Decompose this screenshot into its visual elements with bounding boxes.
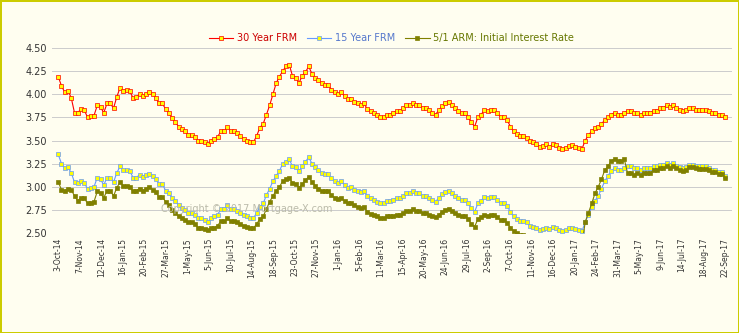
15 Year FRM (64, 166, 72, 169)
15 Year FRM (311, 166, 320, 169)
5/1 ARM: Initial Interest Rate: (155, 2.38): Initial Interest Rate: (155, 2.38) (558, 242, 567, 246)
15 Year FRM (242, 214, 251, 218)
30 Year FRM (675, 108, 684, 112)
5/1 ARM: Initial Interest Rate: (191, 3.18): Initial Interest Rate: (191, 3.18) (675, 168, 684, 172)
5/1 ARM: Initial Interest Rate: (58, 2.57): Initial Interest Rate: (58, 2.57) (242, 225, 251, 229)
30 Year FRM (242, 139, 251, 143)
Line: 30 Year FRM: 30 Year FRM (56, 63, 727, 151)
30 Year FRM (285, 63, 293, 67)
15 Year FRM (721, 174, 729, 178)
5/1 ARM: Initial Interest Rate: (33, 2.84): Initial Interest Rate: (33, 2.84) (161, 199, 170, 203)
5/1 ARM: Initial Interest Rate: (0, 3.05): Initial Interest Rate: (0, 3.05) (54, 180, 63, 184)
15 Year FRM (122, 168, 131, 172)
5/1 ARM: Initial Interest Rate: (21, 3.01): Initial Interest Rate: (21, 3.01) (122, 184, 131, 188)
30 Year FRM (314, 78, 323, 82)
30 Year FRM (558, 147, 567, 151)
30 Year FRM (721, 115, 729, 119)
5/1 ARM: Initial Interest Rate: (3, 2.98): Initial Interest Rate: (3, 2.98) (64, 187, 72, 191)
15 Year FRM (161, 188, 170, 192)
Text: Copyright © 2017 Mortgage-X.com: Copyright © 2017 Mortgage-X.com (160, 204, 332, 214)
30 Year FRM (54, 75, 63, 79)
Line: 15 Year FRM: 15 Year FRM (56, 152, 727, 233)
Legend: 30 Year FRM, 15 Year FRM, 5/1 ARM: Initial Interest Rate: 30 Year FRM, 15 Year FRM, 5/1 ARM: Initi… (205, 29, 578, 47)
30 Year FRM (122, 88, 131, 92)
15 Year FRM (54, 153, 63, 157)
30 Year FRM (161, 107, 170, 111)
15 Year FRM (558, 229, 567, 233)
30 Year FRM (64, 89, 72, 93)
15 Year FRM (672, 164, 681, 167)
5/1 ARM: Initial Interest Rate: (205, 3.1): Initial Interest Rate: (205, 3.1) (721, 175, 729, 179)
5/1 ARM: Initial Interest Rate: (79, 3.01): Initial Interest Rate: (79, 3.01) (311, 184, 320, 188)
5/1 ARM: Initial Interest Rate: (171, 3.3): Initial Interest Rate: (171, 3.3) (610, 157, 619, 161)
Line: 5/1 ARM: Initial Interest Rate: 5/1 ARM: Initial Interest Rate (56, 157, 727, 246)
